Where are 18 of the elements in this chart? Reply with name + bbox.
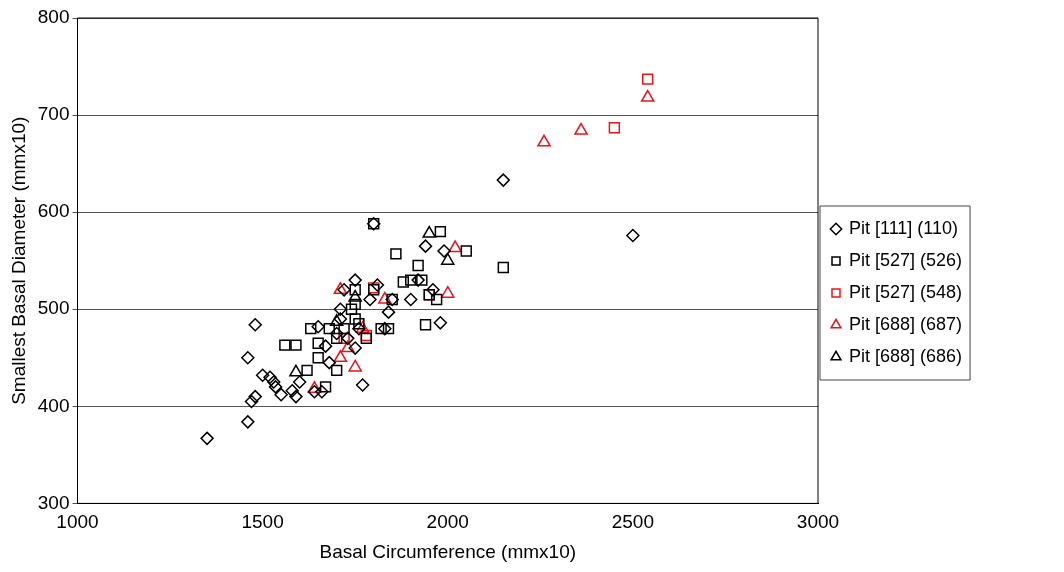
legend-label: Pit [527] (548) xyxy=(849,281,963,302)
y-tick-label: 300 xyxy=(37,491,70,513)
y-tick-label: 800 xyxy=(37,6,70,28)
legend-label: Pit [111] (110) xyxy=(849,217,959,238)
y-tick-label: 500 xyxy=(37,297,70,319)
y-tick-label: 600 xyxy=(37,200,70,222)
legend-label: Pit [688] (687) xyxy=(849,313,963,334)
x-axis-title: Basal Circumference (mmx10) xyxy=(319,540,577,562)
legend-label: Pit [688] (686) xyxy=(849,345,963,366)
y-axis-title: Smallest Basal Diameter (mmx10) xyxy=(7,116,29,405)
legend-label: Pit [527] (526) xyxy=(849,249,963,270)
x-tick-label: 2500 xyxy=(611,511,655,533)
x-tick-label: 1000 xyxy=(56,511,99,533)
y-tick-label: 400 xyxy=(37,394,70,416)
x-tick-label: 1500 xyxy=(241,511,284,533)
x-tick-label: 2000 xyxy=(426,511,469,533)
y-tick-label: 700 xyxy=(37,103,70,125)
x-tick-label: 3000 xyxy=(796,511,840,533)
